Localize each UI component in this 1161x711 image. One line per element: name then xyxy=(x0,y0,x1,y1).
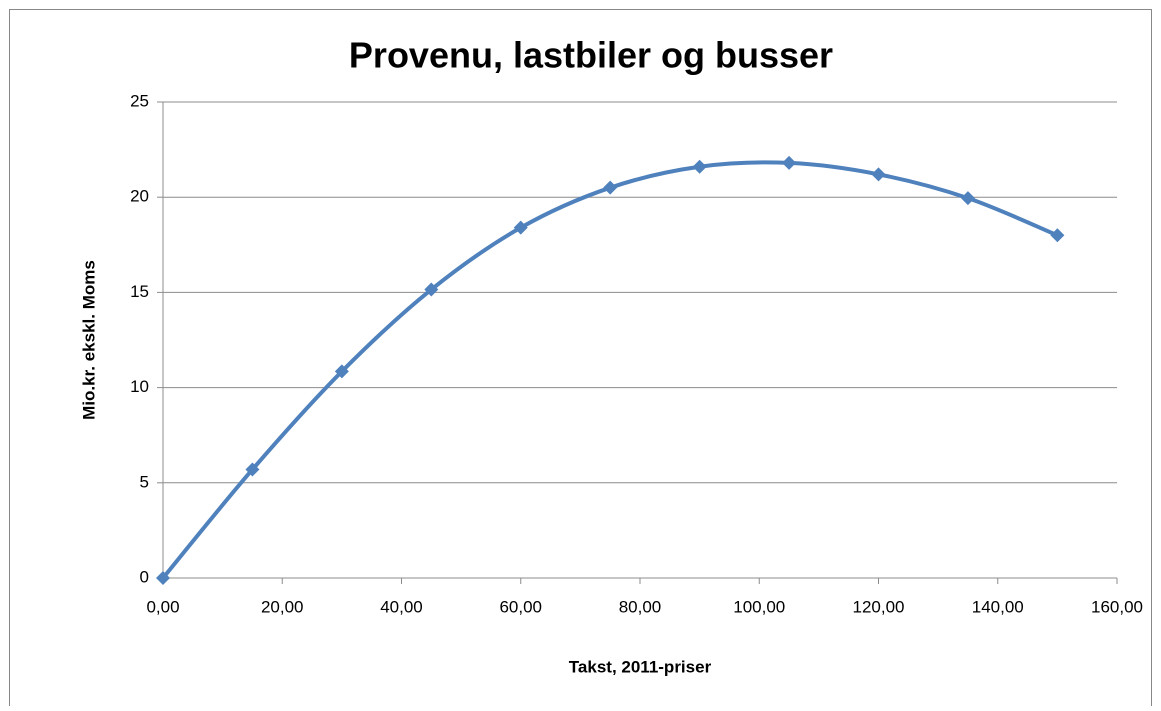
y-tick-label: 5 xyxy=(140,472,149,491)
y-tick-label: 20 xyxy=(130,187,149,206)
x-axis-label: Takst, 2011-priser xyxy=(569,657,712,676)
x-tick-label: 0,00 xyxy=(146,597,179,616)
chart-frame xyxy=(9,9,1152,711)
x-tick-label: 160,00 xyxy=(1091,597,1143,616)
data-point xyxy=(1050,228,1065,243)
data-point xyxy=(334,364,349,379)
data-point xyxy=(871,167,886,182)
data-point xyxy=(692,159,707,174)
data-point xyxy=(513,220,528,235)
data-point xyxy=(424,282,439,297)
x-tick-label: 100,00 xyxy=(733,597,785,616)
y-axis-label: Mio.kr. ekskl. Moms xyxy=(79,260,98,420)
series-line xyxy=(161,160,1059,580)
data-point xyxy=(782,155,797,170)
chart-title: Provenu, lastbiler og busser xyxy=(349,35,833,76)
x-tick-label: 60,00 xyxy=(499,597,542,616)
data-point xyxy=(156,571,170,585)
x-tick-label: 120,00 xyxy=(853,597,905,616)
y-tick-label: 10 xyxy=(130,377,149,396)
y-tick-label: 0 xyxy=(140,567,149,586)
y-tick-label: 15 xyxy=(130,282,149,301)
x-tick-label: 20,00 xyxy=(261,597,304,616)
x-tick-label: 140,00 xyxy=(972,597,1024,616)
x-tick-label: 80,00 xyxy=(619,597,662,616)
y-tick-label: 25 xyxy=(130,91,149,110)
x-tick-label: 40,00 xyxy=(380,597,423,616)
data-point xyxy=(245,462,260,477)
data-point xyxy=(603,180,618,195)
data-point xyxy=(960,191,975,206)
